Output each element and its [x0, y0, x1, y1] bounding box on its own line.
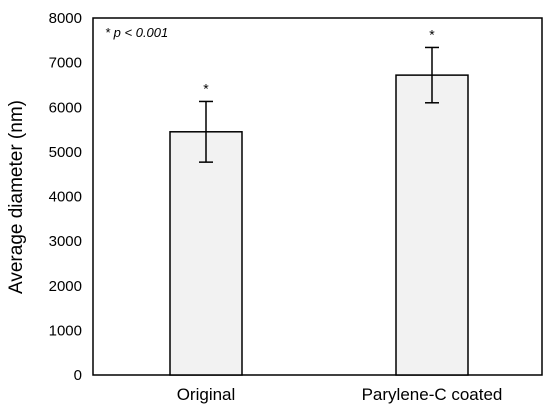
plot-frame [92, 17, 543, 376]
y-tick-label: 2000 [49, 278, 82, 295]
x-tick-labels: Original Parylene-C coated [177, 385, 503, 404]
bar [395, 74, 469, 376]
y-tick-label: 5000 [49, 144, 82, 161]
y-tick-label: 6000 [49, 99, 82, 116]
x-tick-label: Parylene-C coated [362, 385, 503, 404]
y-tick-label: 0 [74, 367, 82, 384]
significance-note: * p < 0.001 [105, 25, 168, 40]
y-tick-label: 8000 [49, 10, 82, 27]
significance-marker: * [203, 80, 209, 96]
y-tick-label: 1000 [49, 322, 82, 339]
significance-marker: * [429, 26, 435, 42]
y-axis-label: Average diameter (nm) [6, 100, 27, 294]
y-tick-label: 7000 [49, 55, 82, 72]
y-tick-labels: 0 1000 2000 3000 4000 5000 6000 7000 8000 [49, 10, 82, 384]
bars [169, 74, 469, 376]
error-bars [199, 46, 439, 163]
y-tick-label: 4000 [49, 189, 82, 206]
y-tick-label: 3000 [49, 233, 82, 250]
bar [169, 131, 243, 376]
significance-markers: ** [203, 26, 435, 96]
x-tick-label: Original [177, 385, 236, 404]
